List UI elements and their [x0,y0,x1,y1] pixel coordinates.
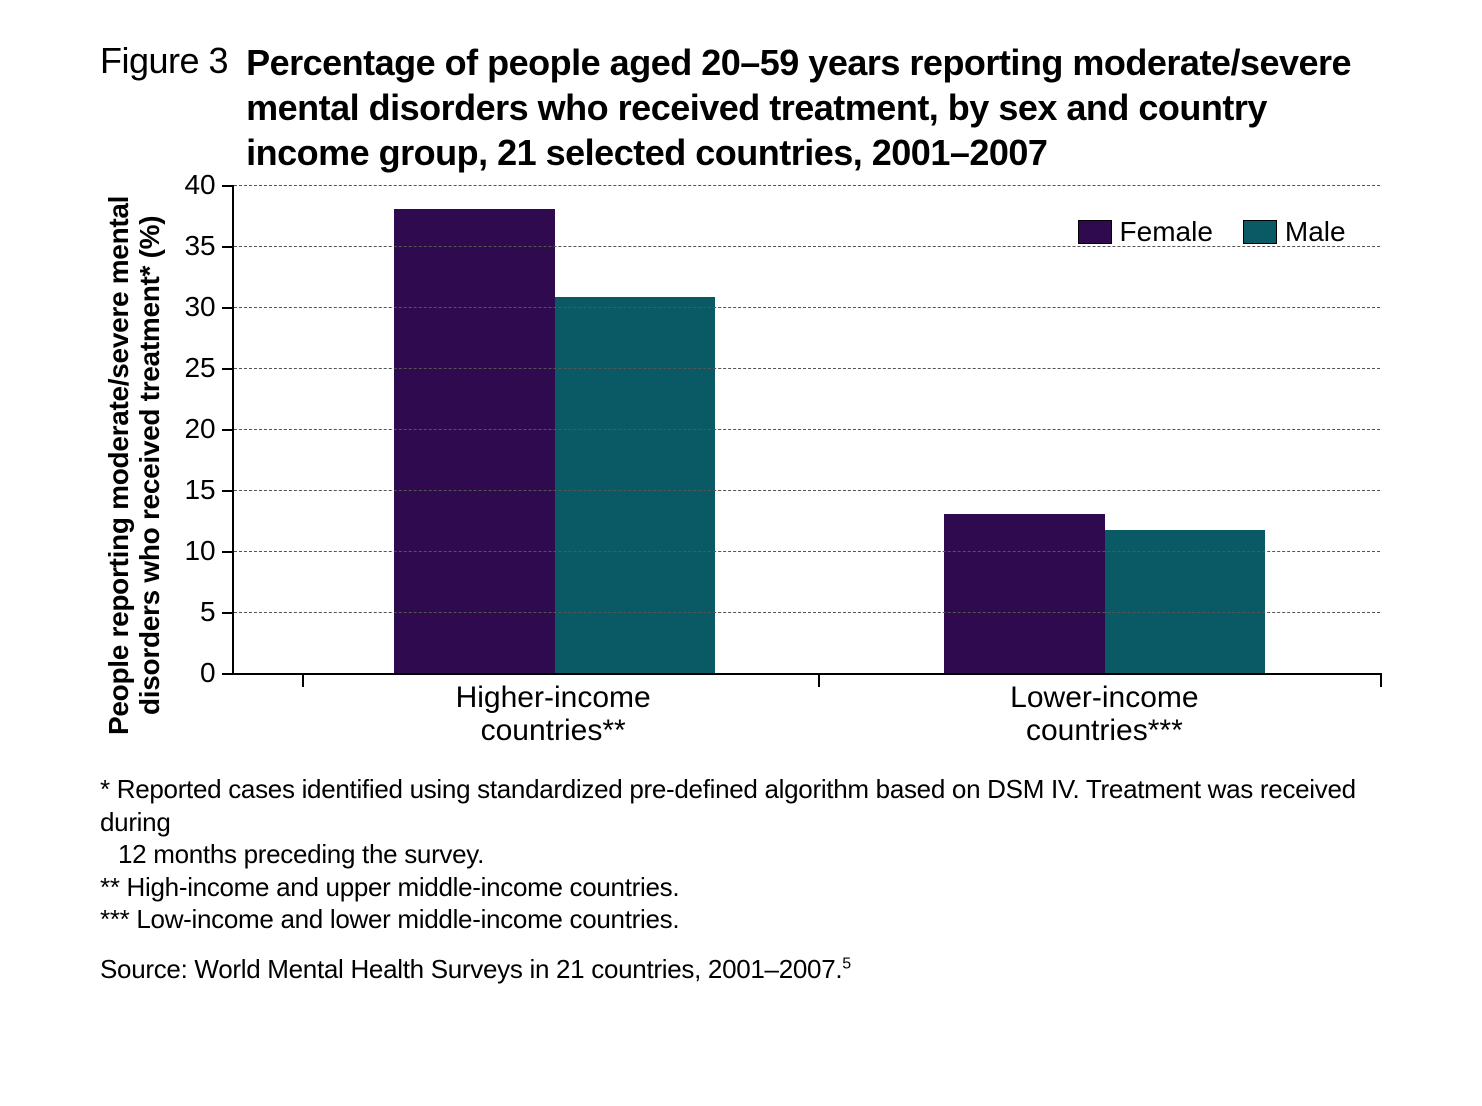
bar-male [555,297,715,673]
y-tick-label: 10 [184,535,233,567]
plot-column: FemaleMale 0510152025303540 Higher-incom… [166,185,1380,745]
figure: Figure 3 Percentage of people aged 20–59… [100,40,1380,985]
x-category-label: Lower-incomecountries*** [1010,681,1198,747]
bar-female [394,209,554,673]
legend-item-male: Male [1243,216,1346,248]
x-tick [1380,673,1382,687]
legend: Female Male [1078,216,1346,248]
y-tick-label: 15 [184,474,233,506]
legend-label: Male [1285,216,1346,248]
y-axis-title: People reporting moderate/severe mental … [100,185,166,745]
footnote-3: *** Low-income and lower middle-income c… [100,903,1380,936]
figure-label: Figure 3 [100,40,246,82]
plot-area: FemaleMale 0510152025303540 [232,185,1380,675]
gridline [234,368,1380,369]
footnote-2: ** High-income and upper middle-income c… [100,871,1380,904]
y-tick-label: 35 [184,230,233,262]
y-tick-label: 30 [184,291,233,323]
y-tick-label: 25 [184,352,233,384]
y-tick-label: 20 [184,413,233,445]
legend-swatch [1078,220,1112,244]
gridline [234,185,1380,186]
footnote-1b: 12 months preceding the survey. [100,838,1380,871]
source-sup: 5 [842,955,851,972]
y-tick-label: 5 [200,596,234,628]
gridline [234,307,1380,308]
footnote-1a: * Reported cases identified using standa… [100,773,1380,838]
figure-title: Percentage of people aged 20–59 years re… [246,40,1380,175]
gridline [234,246,1380,247]
gridline [234,429,1380,430]
y-tick-label: 40 [184,169,233,201]
title-block: Figure 3 Percentage of people aged 20–59… [100,40,1380,175]
x-axis-labels: Higher-incomecountries** Lower-incomecoun… [232,675,1380,745]
y-tick-label: 0 [200,657,234,689]
legend-item-female: Female [1078,216,1213,248]
bar-female [944,514,1104,673]
gridline [234,490,1380,491]
footnotes: * Reported cases identified using standa… [100,773,1380,936]
x-category-label: Higher-incomecountries** [456,681,651,747]
source-text: Source: World Mental Health Surveys in 2… [100,954,842,984]
canvas: Figure 3 Percentage of people aged 20–59… [0,0,1482,1106]
source-line: Source: World Mental Health Surveys in 2… [100,954,1380,985]
gridline [234,551,1380,552]
legend-label: Female [1120,216,1213,248]
gridline [234,612,1380,613]
chart: People reporting moderate/severe mental … [100,185,1380,745]
legend-swatch [1243,220,1277,244]
